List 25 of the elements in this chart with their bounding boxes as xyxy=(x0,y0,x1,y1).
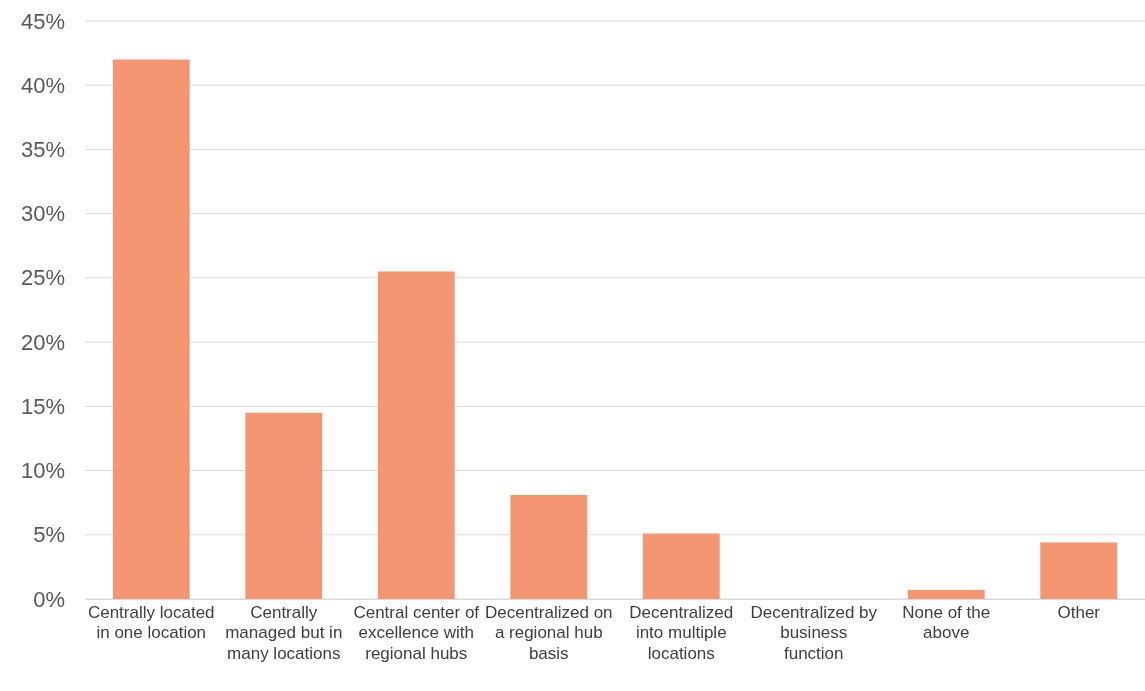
x-tick-label: Centrally managed but in many locations xyxy=(225,602,343,663)
x-tick-label: Decentralized on a regional hub basis xyxy=(484,602,613,663)
bar xyxy=(1040,542,1118,599)
bar xyxy=(245,412,323,599)
x-tick-label: Other xyxy=(1057,602,1101,622)
x-tick-label: None of the above xyxy=(902,602,991,643)
y-tick-label: 30% xyxy=(20,201,65,227)
y-tick-label: 25% xyxy=(20,265,65,291)
bar xyxy=(642,533,720,599)
bar xyxy=(510,494,588,599)
x-tick-label: Centrally located in one location xyxy=(87,602,215,643)
bar xyxy=(377,271,455,599)
bar xyxy=(907,590,985,599)
y-tick-label: 45% xyxy=(20,8,65,34)
y-tick-label: 40% xyxy=(20,72,65,98)
x-tick-label: Central center of excellence with regional hubs xyxy=(353,602,480,663)
x-tick-label: Decentralized by business function xyxy=(750,602,878,663)
y-tick-label: 15% xyxy=(20,393,65,419)
x-tick-label: Decentralized into multiple locations xyxy=(629,602,734,663)
y-tick-label: 35% xyxy=(20,136,65,162)
y-tick-label: 10% xyxy=(20,458,65,484)
y-tick-label: 0% xyxy=(33,586,65,612)
bar xyxy=(112,59,190,599)
y-tick-label: 5% xyxy=(33,522,65,548)
y-tick-label: 20% xyxy=(20,329,65,355)
